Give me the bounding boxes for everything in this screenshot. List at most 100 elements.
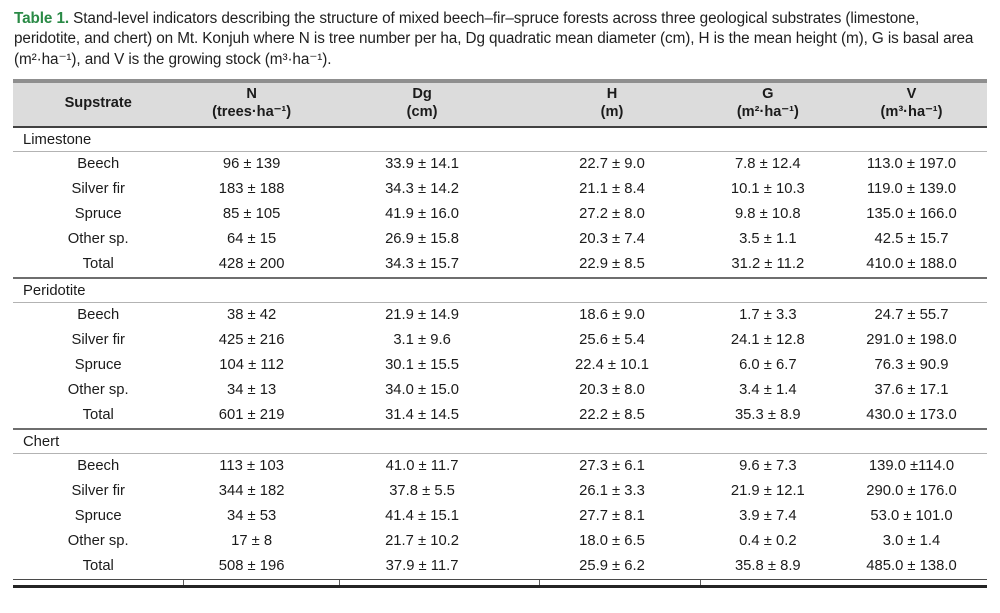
value-cell: 27.2 ± 8.0 [579,206,645,223]
value-cell: 41.9 ± 16.0 [385,206,460,223]
column-header-n: N (trees·ha⁻¹) [183,81,319,127]
value-cell: 35.8 ± 8.9 [699,554,836,581]
column-header-dg: Dg (cm) [320,81,525,127]
species-cell: Beech [77,156,120,173]
value-cell: 6.0 ± 6.7 [739,357,797,374]
value-cell: 9.8 ± 10.8 [734,206,801,223]
value-cell: 508 ± 196 [183,554,320,581]
table-row: Spruce 104 ± 112 30.1 ± 15.5 22.4 ± 10.1 6.0… [13,353,987,378]
value-cell: 22.2 ± 8.5 [524,403,700,431]
section-row: Limestone [13,127,987,153]
value-cell: 9.6 ± 7.3 [739,458,797,475]
value-cell: 113.0 ± 197.0 [866,156,957,173]
page: Table 1. Stand-level indicators describi… [0,0,1000,589]
section-label-chert: Chert [13,429,987,455]
value-cell: 135.0 ± 166.0 [866,206,957,223]
value-cell: 34.3 ± 15.7 [319,252,525,280]
table-row: Total 428 ± 200 34.3 ± 15.7 22.9 ± 8.5 31.2 … [13,252,987,280]
species-cell: Silver fir [71,332,125,349]
species-cell: Spruce [74,357,122,374]
value-cell: 20.3 ± 8.0 [579,382,645,399]
value-cell: 21.1 ± 8.4 [579,181,645,198]
table-row: Beech 113 ± 103 41.0 ± 11.7 27.3 ± 6.1 9.6 ±… [13,454,987,480]
species-cell: Beech [77,458,120,475]
section-label-peridotite: Peridotite [13,278,987,304]
data-table: Supstrate N (trees·ha⁻¹) Dg (cm) H (m) G (m²·ha⁻… [13,79,987,581]
value-cell: 22.9 ± 8.5 [524,252,700,280]
value-cell: 20.3 ± 7.4 [579,231,645,248]
table-row: Silver fir 183 ± 188 34.3 ± 14.2 21.1 ± 8.4… [13,177,987,202]
value-cell: 27.7 ± 8.1 [579,508,645,525]
table-caption-text: Stand-level indicators describing the st… [14,10,974,68]
table-caption-label: Table 1. [14,10,70,27]
species-cell: Other sp. [67,382,129,399]
value-cell: 119.0 ± 139.0 [866,181,957,198]
value-cell: 31.2 ± 11.2 [699,252,836,280]
value-cell: 3.1 ± 9.6 [393,332,451,349]
value-cell: 18.6 ± 9.0 [579,307,645,324]
species-cell: Spruce [74,206,122,223]
column-title: Dg [412,86,432,103]
value-cell: 291.0 ± 198.0 [866,332,957,349]
table-row: Total 508 ± 196 37.9 ± 11.7 25.9 ± 6.2 35.8 … [13,554,987,581]
column-title: N [246,86,257,103]
value-cell: 85 ± 105 [222,206,281,223]
table-row: Beech 38 ± 42 21.9 ± 14.9 18.6 ± 9.0 1.7 ± 3… [13,303,987,329]
species-cell: Total [13,403,184,431]
column-unit: (m²·ha⁻¹) [736,104,799,121]
value-cell: 0.4 ± 0.2 [739,533,797,550]
value-cell: 37.8 ± 5.5 [389,483,455,500]
table-caption: Table 1. Stand-level indicators describi… [0,0,1000,76]
border-tick [538,580,540,586]
table-header: Supstrate N (trees·ha⁻¹) Dg (cm) H (m) G (m²·ha⁻… [13,81,987,128]
column-header-g: G (m²·ha⁻¹) [700,81,836,127]
section-row: Chert [13,429,987,455]
species-cell: Spruce [74,508,122,525]
value-cell: 34 ± 53 [226,508,277,525]
column-title: V [906,86,917,103]
table-row: Spruce 34 ± 53 41.4 ± 15.1 27.7 ± 8.1 3.9 ± … [13,504,987,529]
species-cell: Total [13,554,184,581]
value-cell: 37.9 ± 11.7 [319,554,525,581]
border-tick [339,580,341,586]
species-cell: Total [13,252,184,280]
table-row: Other sp. 34 ± 13 34.0 ± 15.0 20.3 ± 8.0 3.4… [13,378,987,403]
column-unit: (m) [600,104,624,121]
table-header-row: Supstrate N (trees·ha⁻¹) Dg (cm) H (m) G (m²·ha⁻… [13,81,987,128]
value-cell: 7.8 ± 12.4 [734,156,801,173]
column-title: H [606,86,618,103]
column-header-supstrate: Supstrate [13,81,183,127]
table-row: Beech 96 ± 139 33.9 ± 14.1 22.7 ± 9.0 7.8 ± … [13,152,987,178]
species-cell: Beech [77,307,120,324]
value-cell: 76.3 ± 90.9 [874,357,949,374]
column-header-v: V (m³·ha⁻¹) [836,81,987,127]
value-cell: 22.4 ± 10.1 [575,357,649,374]
value-cell: 21.7 ± 10.2 [385,533,460,550]
value-cell: 24.1 ± 12.8 [730,332,805,349]
column-unit: (m³·ha⁻¹) [880,104,943,121]
table-row: Silver fir 344 ± 182 37.8 ± 5.5 26.1 ± 3.3 2… [13,479,987,504]
value-cell: 53.0 ± 101.0 [870,508,953,525]
value-cell: 428 ± 200 [183,252,320,280]
value-cell: 601 ± 219 [183,403,320,431]
value-cell: 25.9 ± 6.2 [524,554,700,581]
value-cell: 425 ± 216 [218,332,285,349]
value-cell: 3.5 ± 1.1 [739,231,797,248]
table-row: Spruce 85 ± 105 41.9 ± 16.0 27.2 ± 8.0 9.8 ±… [13,202,987,227]
value-cell: 34 ± 13 [226,382,277,399]
value-cell: 3.0 ± 1.4 [882,533,941,550]
section-label-limestone: Limestone [13,127,987,153]
value-cell: 22.7 ± 9.0 [579,156,645,173]
value-cell: 64 ± 15 [226,231,277,248]
value-cell: 38 ± 42 [226,307,277,324]
table-row: Other sp. 64 ± 15 26.9 ± 15.8 20.3 ± 7.4 3.5… [13,227,987,252]
value-cell: 18.0 ± 6.5 [579,533,645,550]
column-title: Supstrate [64,95,132,112]
column-header-h: H (m) [524,81,699,127]
value-cell: 34.3 ± 14.2 [385,181,460,198]
species-cell: Other sp. [67,533,129,550]
value-cell: 430.0 ± 173.0 [836,403,987,431]
value-cell: 21.9 ± 14.9 [385,307,460,324]
value-cell: 96 ± 139 [222,156,281,173]
value-cell: 30.1 ± 15.5 [385,357,460,374]
